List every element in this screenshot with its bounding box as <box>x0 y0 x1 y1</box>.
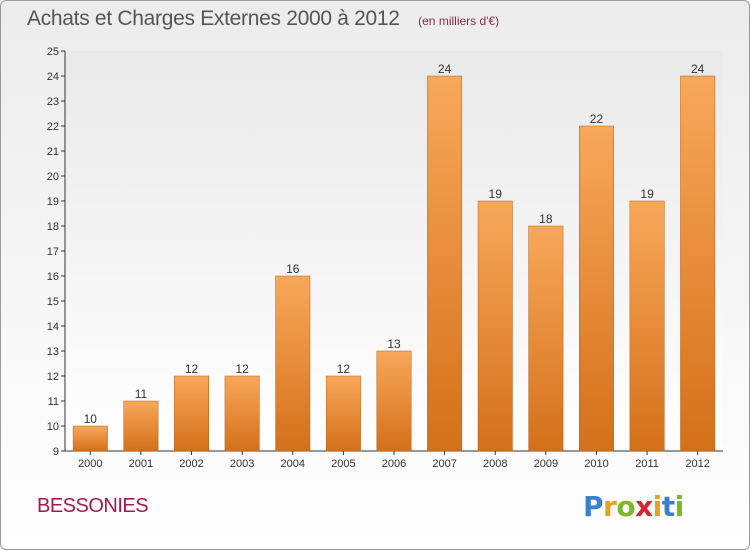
bar <box>325 375 361 452</box>
bar <box>629 200 665 452</box>
y-tick-label: 23 <box>47 96 59 108</box>
y-tick-label: 14 <box>47 321 59 333</box>
bar <box>174 375 209 452</box>
commune-name: BESSONIES <box>37 495 149 517</box>
bar <box>123 400 159 452</box>
bar-value-label: 24 <box>438 62 452 76</box>
bar-value-label: 16 <box>286 262 300 276</box>
x-tick-label: 2005 <box>331 458 355 470</box>
data-labels: 10 11 12 12 16 12 13 24 19 18 22 19 24 <box>84 62 705 426</box>
bar-value-label: 11 <box>135 387 148 401</box>
y-tick-label: 19 <box>47 196 59 208</box>
y-tick-label: 20 <box>47 171 59 183</box>
y-tick-label: 11 <box>48 396 59 408</box>
bar-value-label: 12 <box>235 362 249 376</box>
bar <box>427 75 463 452</box>
y-tick-label: 25 <box>47 46 59 58</box>
y-tick-label: 17 <box>47 246 59 258</box>
y-tick-label: 13 <box>47 346 59 358</box>
bar <box>72 425 108 452</box>
logo-letter: t <box>661 490 675 523</box>
bar <box>275 275 311 452</box>
bar-value-label: 13 <box>387 337 401 351</box>
x-tick-label: 2006 <box>382 458 406 470</box>
bar-value-label: 19 <box>640 187 654 201</box>
x-tick-label: 2004 <box>281 458 305 470</box>
y-tick-label: 24 <box>47 71 59 83</box>
bar-value-label: 12 <box>185 362 199 376</box>
bar <box>680 75 716 452</box>
logo-letter: i <box>652 490 663 523</box>
bar-value-label: 24 <box>691 62 705 76</box>
y-tick-label: 10 <box>47 421 59 433</box>
bar <box>376 350 412 452</box>
title-row: Achats et Charges Externes 2000 à 2012 (… <box>27 7 499 31</box>
x-tick-label: 2008 <box>483 458 507 470</box>
y-tick-label: 16 <box>47 271 59 283</box>
y-tick-label: 12 <box>47 371 59 383</box>
bar <box>528 225 564 452</box>
bar <box>477 200 513 452</box>
x-tick-label: 2009 <box>534 458 558 470</box>
y-tick-label: 15 <box>47 296 59 308</box>
y-tick-label: 22 <box>47 121 59 133</box>
logo-letter: x <box>635 490 653 523</box>
proxiti-logo[interactable]: Proxiti <box>583 490 684 523</box>
x-tick-label: 2007 <box>432 458 456 470</box>
logo-letter: i <box>674 490 685 523</box>
logo-letter: r <box>603 490 617 523</box>
y-tick-label: 21 <box>47 146 59 158</box>
bar-value-label: 18 <box>539 212 553 226</box>
y-tick-label: 18 <box>47 221 59 233</box>
bar <box>224 375 260 452</box>
logo-letter: o <box>616 490 636 523</box>
x-tick-label: 2000 <box>78 458 102 470</box>
y-tick-label: 9 <box>53 446 59 458</box>
logo-letter: P <box>583 490 604 523</box>
x-tick-label: 2010 <box>584 458 608 470</box>
chart-subtitle: (en milliers d'€) <box>418 14 500 28</box>
x-tick-label: 2003 <box>230 458 254 470</box>
x-tick-label: 2012 <box>685 458 709 470</box>
bars <box>72 75 716 452</box>
bar-value-label: 10 <box>84 412 98 426</box>
bar-value-label: 12 <box>337 362 351 376</box>
y-axis: 9 10 11 12 13 14 15 16 17 18 19 20 21 22 23 24 25 <box>47 46 66 458</box>
x-tick-label: 2001 <box>129 458 153 470</box>
x-axis: 2000 2001 2002 2003 2004 2005 2006 2007 2008 2009… <box>65 450 723 470</box>
chart-title: Achats et Charges Externes 2000 à 2012 <box>27 7 400 30</box>
bar <box>579 125 614 452</box>
x-tick-label: 2011 <box>635 458 659 470</box>
bar-value-label: 22 <box>590 112 604 126</box>
x-tick-label: 2002 <box>179 458 203 470</box>
bar-value-label: 19 <box>489 187 503 201</box>
